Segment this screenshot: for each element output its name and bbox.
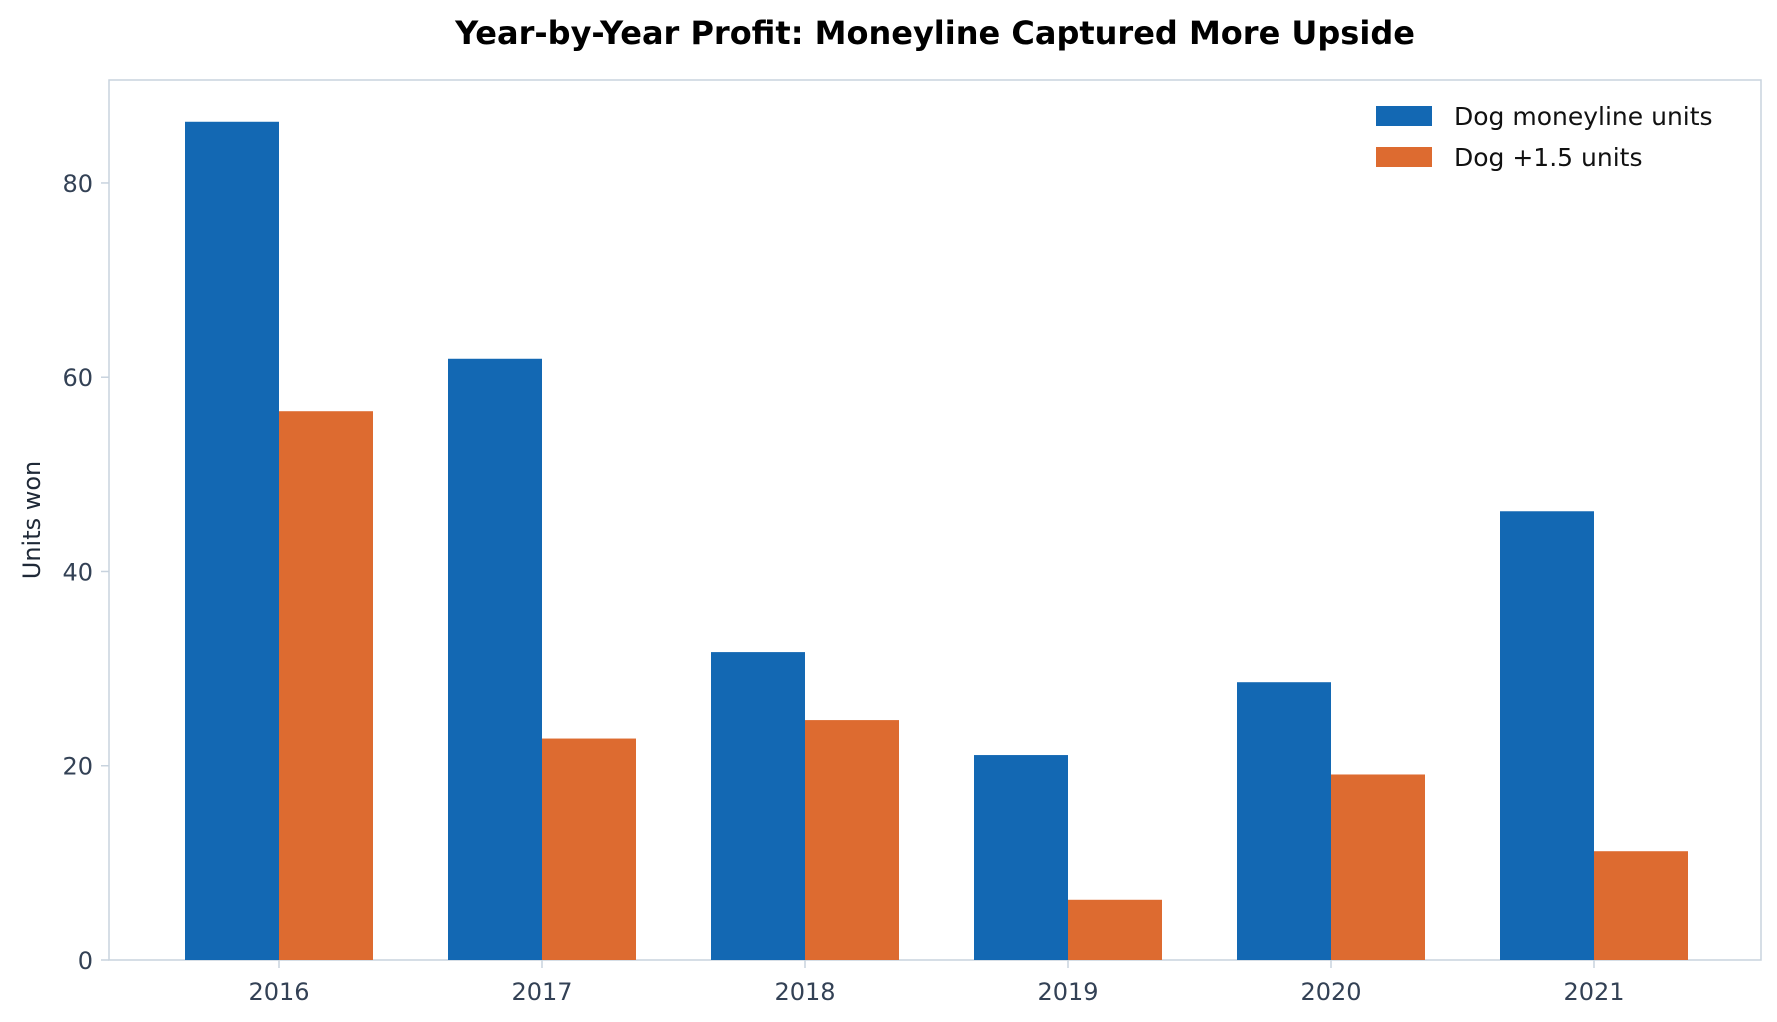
chart-title: Year-by-Year Profit: Moneyline Captured … xyxy=(454,14,1415,52)
y-tick-label: 40 xyxy=(62,558,93,586)
x-tick-label: 2021 xyxy=(1563,978,1624,1006)
bar-moneyline-2021 xyxy=(1500,511,1594,960)
y-tick-label: 80 xyxy=(62,170,93,198)
legend-swatch-plus-1-5 xyxy=(1376,147,1432,167)
x-tick-label: 2017 xyxy=(511,978,572,1006)
x-tick-label: 2016 xyxy=(248,978,309,1006)
bar-plus-1-5-2021 xyxy=(1594,851,1688,960)
x-tick-label: 2019 xyxy=(1037,978,1098,1006)
plot-area xyxy=(108,79,1762,961)
legend: Dog moneyline units Dog +1.5 units xyxy=(1376,102,1713,172)
x-axis: 2016 2017 2018 2019 2020 2021 xyxy=(248,960,1625,1006)
bar-moneyline-2018 xyxy=(711,652,805,960)
legend-label-moneyline: Dog moneyline units xyxy=(1454,102,1713,131)
bars-layer xyxy=(185,121,1688,961)
bar-plus-1-5-2017 xyxy=(542,738,636,960)
y-tick-label: 60 xyxy=(62,364,93,392)
bar-plus-1-5-2016 xyxy=(279,411,373,961)
y-tick-label: 0 xyxy=(78,947,93,975)
legend-label-plus-1-5: Dog +1.5 units xyxy=(1454,143,1642,172)
bar-moneyline-2020 xyxy=(1237,682,1331,960)
x-tick-label: 2020 xyxy=(1300,978,1361,1006)
bar-plus-1-5-2020 xyxy=(1331,774,1425,960)
bar-plus-1-5-2018 xyxy=(805,720,899,960)
y-axis-label: Units won xyxy=(18,461,46,580)
bar-moneyline-2019 xyxy=(974,755,1068,960)
bar-plus-1-5-2019 xyxy=(1068,899,1162,960)
legend-swatch-moneyline xyxy=(1376,106,1432,126)
bar-moneyline-2016 xyxy=(185,121,279,961)
bar-moneyline-2017 xyxy=(448,358,542,960)
x-tick-label: 2018 xyxy=(774,978,835,1006)
y-tick-label: 20 xyxy=(62,753,93,781)
plot-frame xyxy=(108,79,1762,961)
y-axis: 0 20 40 60 80 xyxy=(62,170,109,975)
